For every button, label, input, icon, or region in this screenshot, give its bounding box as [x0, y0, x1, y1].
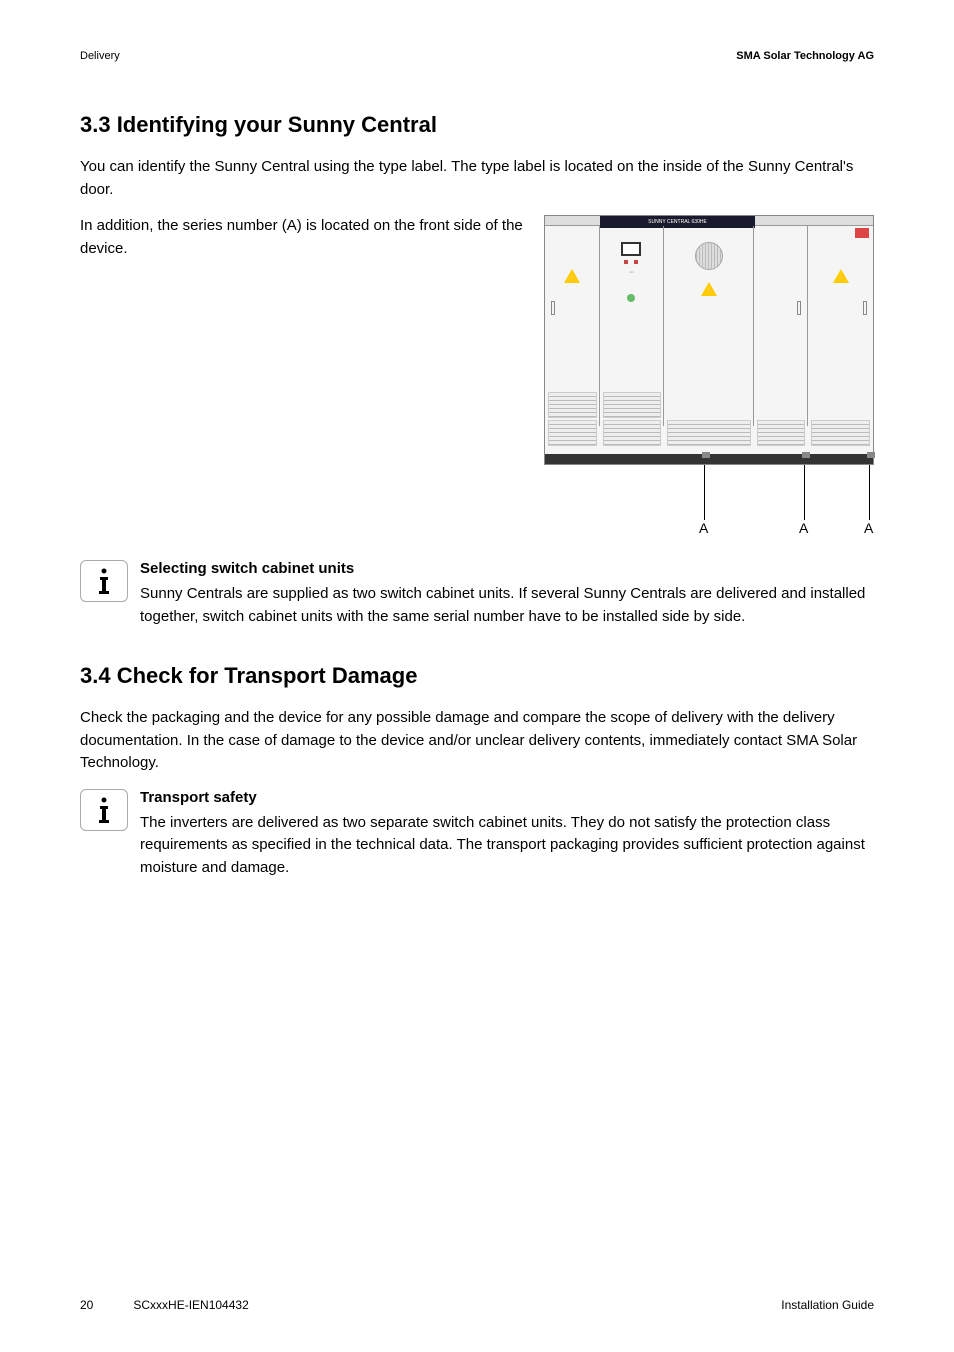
handle-icon [797, 301, 801, 315]
device-base [545, 454, 873, 464]
info-2-body: The inverters are delivered as two separ… [140, 812, 874, 880]
handle-icon [551, 301, 555, 315]
vent-icon [603, 392, 662, 418]
vent-icon [811, 420, 870, 446]
handle-icon [863, 301, 867, 315]
info-icon-container [80, 560, 128, 602]
info-icon [94, 796, 114, 824]
base-mark-icon [802, 452, 810, 458]
section-3-4-para1: Check the packaging and the device for a… [80, 707, 874, 775]
device-diagram: SUNNY CENTRAL 630HE ⚡ ▫▫ [544, 215, 874, 465]
footer-left: 20 SCxxxHE-IEN104432 [80, 1298, 249, 1312]
info-icon-container [80, 789, 128, 831]
indicator-icon [624, 260, 628, 264]
info-box-1: Selecting switch cabinet units Sunny Cen… [80, 560, 874, 628]
info-1-body: Sunny Centrals are supplied as two switc… [140, 583, 874, 628]
section-3-3-heading: 3.3 Identifying your Sunny Central [80, 112, 874, 138]
guide-label: Installation Guide [781, 1298, 874, 1312]
display-icon [621, 242, 641, 256]
warning-icon: ⚡ [564, 269, 580, 283]
vent-icon [667, 420, 750, 446]
info-content: Selecting switch cabinet units Sunny Cen… [140, 560, 874, 628]
indicator-icon [634, 260, 638, 264]
vent-icon [603, 420, 662, 446]
vent-row-2 [545, 417, 873, 452]
vent-icon [548, 392, 597, 418]
arrow-line [704, 465, 705, 520]
section-3-3-para2: In addition, the series number (A) is lo… [80, 215, 524, 535]
page-header: Delivery SMA Solar Technology AG [80, 50, 874, 62]
arrow-line [804, 465, 805, 520]
info-2-title: Transport safety [140, 789, 874, 806]
arrow-label-a: A [699, 520, 708, 536]
warning-icon: ⚡ [701, 282, 717, 296]
vent-icon [757, 420, 806, 446]
arrow-label-a: A [864, 520, 873, 536]
fan-icon [695, 242, 723, 270]
vent-icon [548, 420, 597, 446]
indicator-row [600, 260, 664, 264]
info-box-2: Transport safety The inverters are deliv… [80, 789, 874, 880]
status-dot-icon [627, 294, 635, 302]
base-mark-icon [867, 452, 875, 458]
header-section: Delivery [80, 50, 120, 62]
base-mark-icon [702, 452, 710, 458]
warning-icon: ⚡ [833, 269, 849, 283]
info-1-title: Selecting switch cabinet units [140, 560, 874, 577]
page-footer: 20 SCxxxHE-IEN104432 Installation Guide [80, 1298, 874, 1312]
text-figure-row: In addition, the series number (A) is lo… [80, 215, 874, 535]
small-text: ▫▫ [600, 270, 664, 276]
section-3-3-para1: You can identify the Sunny Central using… [80, 156, 874, 201]
info-content: Transport safety The inverters are deliv… [140, 789, 874, 880]
section-3-4-heading: 3.4 Check for Transport Damage [80, 663, 874, 689]
arrow-label-a: A [799, 520, 808, 536]
doc-id: SCxxxHE-IEN104432 [133, 1298, 248, 1312]
arrow-line [869, 465, 870, 520]
page-number: 20 [80, 1298, 93, 1312]
device-figure: SUNNY CENTRAL 630HE ⚡ ▫▫ [544, 215, 874, 535]
info-icon [94, 567, 114, 595]
header-company: SMA Solar Technology AG [736, 50, 874, 62]
